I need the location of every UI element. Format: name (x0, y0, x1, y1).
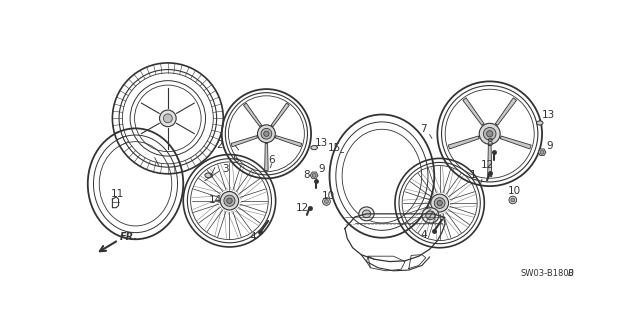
Text: 9: 9 (319, 164, 325, 174)
Polygon shape (271, 103, 289, 127)
Polygon shape (243, 103, 262, 127)
Circle shape (257, 125, 275, 143)
Polygon shape (495, 98, 516, 125)
Polygon shape (231, 136, 257, 147)
Polygon shape (275, 136, 301, 147)
Text: 12: 12 (481, 160, 493, 170)
Circle shape (224, 195, 235, 206)
Circle shape (312, 174, 316, 177)
Text: FR.: FR. (120, 232, 138, 242)
Text: 8: 8 (303, 170, 310, 180)
Circle shape (483, 128, 496, 140)
Circle shape (431, 194, 449, 212)
Text: 13: 13 (542, 110, 556, 120)
Polygon shape (265, 144, 268, 170)
Circle shape (435, 198, 445, 208)
Polygon shape (538, 149, 546, 156)
Polygon shape (448, 136, 479, 149)
Ellipse shape (205, 173, 212, 178)
Text: 8: 8 (486, 138, 492, 148)
Circle shape (437, 200, 442, 206)
Circle shape (486, 130, 493, 137)
Text: 4: 4 (420, 230, 427, 240)
Text: 9: 9 (547, 141, 554, 151)
Text: 5: 5 (232, 155, 239, 165)
Ellipse shape (359, 207, 374, 221)
Text: 14: 14 (209, 195, 222, 205)
Circle shape (540, 150, 544, 154)
Ellipse shape (426, 211, 435, 219)
Circle shape (227, 198, 232, 204)
Circle shape (324, 200, 328, 204)
Text: 13: 13 (315, 138, 328, 148)
Text: 7: 7 (420, 124, 427, 134)
Ellipse shape (536, 121, 543, 125)
Circle shape (220, 191, 239, 210)
Text: 15: 15 (328, 143, 341, 152)
Polygon shape (310, 172, 318, 179)
Circle shape (264, 131, 269, 137)
Text: 4: 4 (250, 232, 256, 242)
Ellipse shape (422, 208, 439, 223)
Circle shape (479, 123, 500, 144)
Polygon shape (488, 145, 492, 177)
Text: SW03-B1800: SW03-B1800 (520, 269, 574, 278)
Text: B: B (568, 269, 574, 278)
Circle shape (323, 198, 330, 205)
Ellipse shape (311, 145, 317, 150)
Circle shape (163, 114, 172, 123)
Text: 6: 6 (269, 155, 275, 165)
Polygon shape (463, 98, 484, 125)
Ellipse shape (362, 210, 371, 218)
Text: 1: 1 (470, 170, 476, 180)
Text: 10: 10 (322, 191, 335, 201)
Text: 10: 10 (508, 186, 520, 196)
Circle shape (159, 110, 176, 127)
Text: 3: 3 (221, 164, 228, 174)
Circle shape (511, 198, 515, 202)
Text: 11: 11 (111, 189, 124, 199)
Text: 2: 2 (216, 139, 223, 150)
Circle shape (509, 196, 516, 204)
Polygon shape (500, 136, 531, 149)
Text: 12: 12 (296, 203, 309, 213)
Circle shape (261, 129, 272, 139)
